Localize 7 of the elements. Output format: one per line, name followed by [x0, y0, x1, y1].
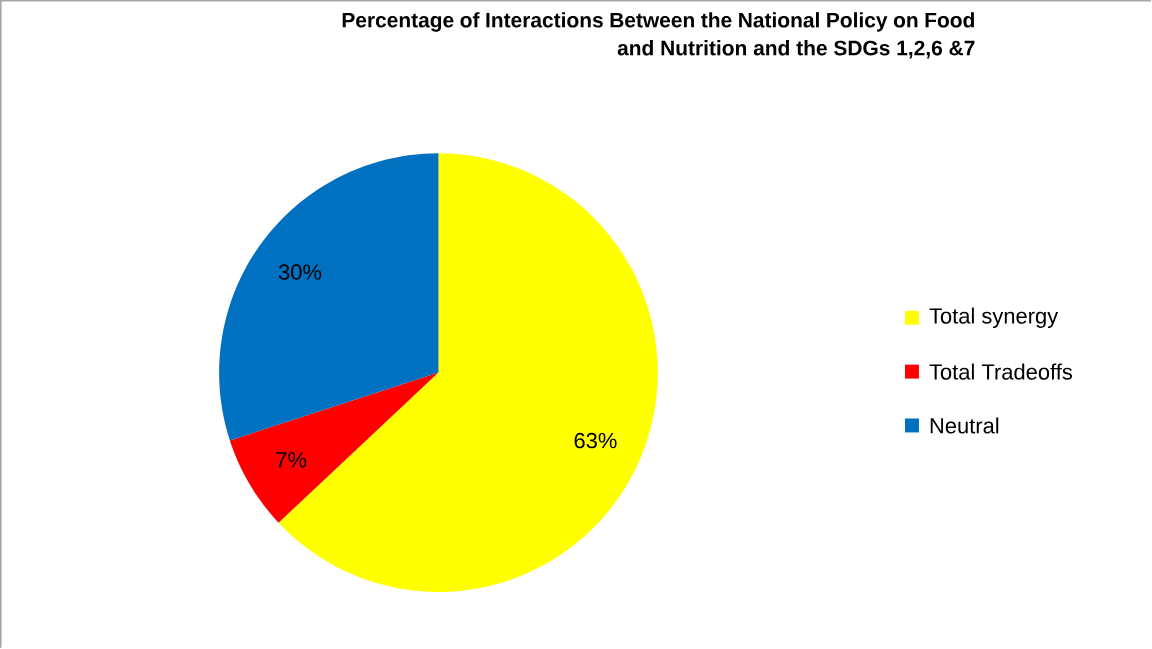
data-label: 30%: [278, 264, 322, 281]
data-label: 7%: [276, 452, 307, 468]
legend-label: Total synergy: [929, 307, 1059, 329]
data-label: 63%: [574, 433, 617, 449]
legend-label: Total Tradeoffs: [929, 363, 1073, 380]
chart-title: Percentage of Interactions Between the National Policy on Food and Nutrition and the SDGs 1,2,6 &7: [342, 12, 975, 59]
legend-label: Neutral: [930, 417, 999, 434]
